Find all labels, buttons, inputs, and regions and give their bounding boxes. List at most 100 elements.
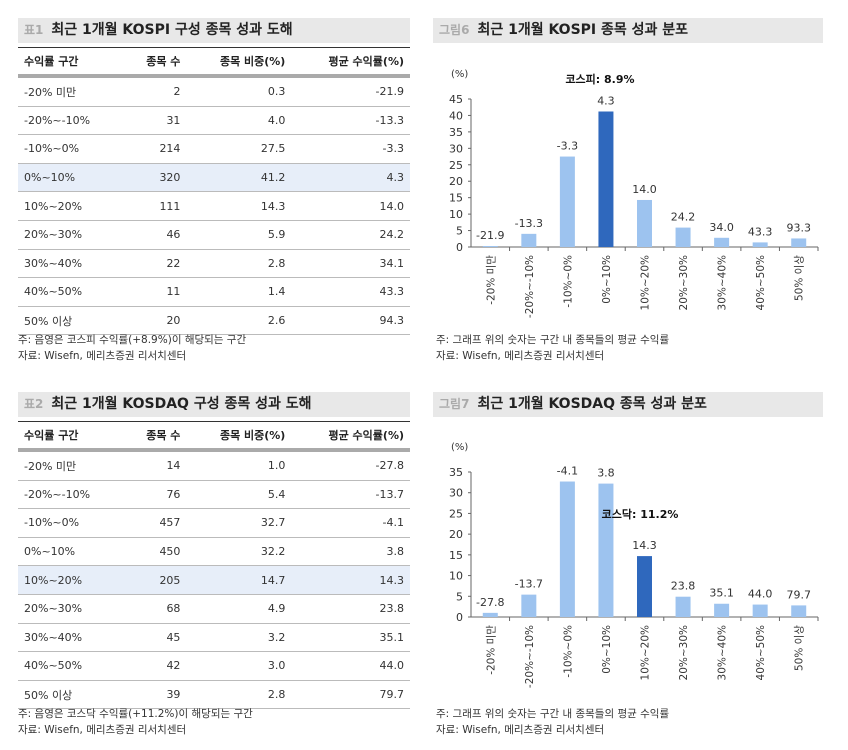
x-tick-label: -20% 미만	[485, 255, 497, 305]
table-cell: -20% 미만	[18, 76, 124, 107]
table-cell: -13.7	[291, 480, 410, 510]
table-cell: 2.8	[186, 249, 292, 279]
bar	[521, 594, 537, 617]
bar	[598, 483, 614, 617]
table-cell: 457	[123, 508, 187, 538]
x-tick-label: -10%~0%	[562, 255, 574, 308]
x-tick-label: 0%~10%	[601, 625, 613, 674]
table-row: 30%~40% 22 2.8 34.1	[18, 249, 410, 279]
chart-title-text: 최근 1개월 KOSDAQ 종목 성과 분포	[477, 396, 707, 412]
table-cell: 0.3	[186, 76, 292, 107]
chart-title-text: 최근 1개월 KOSPI 종목 성과 분포	[477, 22, 689, 38]
table-cell: -20%~-10%	[18, 480, 124, 510]
y-tick-label: 15	[449, 549, 463, 562]
table-cell: 4.3	[291, 163, 410, 193]
table-row: 0%~10% 320 41.2 4.3	[18, 163, 410, 193]
table-header-row: 수익률 구간 종목 수 종목 비중(%) 평균 수익률(%)	[18, 47, 410, 78]
data-label: 24.2	[671, 211, 696, 224]
table-row: 10%~20% 111 14.3 14.0	[18, 191, 410, 221]
table-cell: 0%~10%	[18, 163, 124, 193]
table-cell: 14.3	[186, 191, 292, 221]
table-cell: 5.4	[186, 480, 292, 510]
table-cell: 320	[123, 163, 187, 193]
table-cell: 45	[123, 623, 187, 653]
table-cell: 50% 이상	[18, 680, 124, 710]
column-header: 종목 수	[123, 421, 187, 452]
data-label: 14.0	[632, 183, 657, 196]
table-cell: 1.4	[186, 277, 292, 307]
table-cell: 214	[123, 134, 187, 164]
data-label: 4.3	[597, 94, 615, 107]
table-row: -10%~0% 214 27.5 -3.3	[18, 134, 410, 164]
table-cell: 14.7	[186, 565, 292, 595]
table1-title: 표1 최근 1개월 KOSPI 구성 종목 성과 도해	[18, 18, 410, 43]
table-cell: 2.8	[186, 680, 292, 710]
table-title-text: 최근 1개월 KOSDAQ 구성 종목 성과 도해	[51, 396, 312, 412]
table-cell: 10%~20%	[18, 565, 124, 595]
kospi-bar-chart: (%) 0 5 10 15 20 25 30 35 40 45 -21.9 -20% 미만 -13.3 -2…	[449, 69, 819, 318]
x-tick-label: 30%~40%	[717, 625, 729, 680]
x-tick-label: 20%~30%	[678, 625, 690, 680]
y-tick-label: 30	[449, 487, 463, 500]
table-row: 0%~10% 450 32.2 3.8	[18, 537, 410, 567]
bar	[482, 612, 498, 617]
table-cell: 50% 이상	[18, 306, 124, 336]
table-row: 30%~40% 45 3.2 35.1	[18, 623, 410, 653]
x-tick-label: 40%~50%	[755, 625, 767, 680]
table-cell: -20%~-10%	[18, 106, 124, 136]
chart2-source: 자료: Wisefn, 메리츠증권 리서치센터	[436, 724, 605, 736]
table-cell: 1.0	[186, 450, 292, 481]
table-row: -20%~-10% 31 4.0 -13.3	[18, 106, 410, 136]
bar	[791, 238, 807, 247]
table-cell: 46	[123, 220, 187, 250]
y-tick-label: 25	[449, 507, 463, 520]
data-label: 93.3	[786, 221, 811, 234]
table-cell: 32.2	[186, 537, 292, 567]
bar	[752, 242, 768, 247]
table-cell: 40%~50%	[18, 651, 124, 681]
table-row: 10%~20% 205 14.7 14.3	[18, 565, 410, 595]
table-tag: 표1	[24, 23, 44, 37]
data-label: 23.8	[671, 580, 696, 593]
table-tag: 표2	[24, 397, 44, 411]
table-cell: -3.3	[291, 134, 410, 164]
table-cell: 32.7	[186, 508, 292, 538]
table-cell: 39	[123, 680, 187, 710]
column-header: 종목 비중(%)	[186, 47, 292, 78]
data-label: 44.0	[748, 588, 773, 601]
table-cell: 23.8	[291, 594, 410, 624]
table-cell: 111	[123, 191, 187, 221]
y-tick-label: 35	[449, 126, 463, 139]
table-row: 20%~30% 68 4.9 23.8	[18, 594, 410, 624]
index-return-annotation: 코스닥: 11.2%	[602, 507, 679, 521]
table-cell: 14	[123, 450, 187, 481]
data-label: -21.9	[476, 229, 504, 242]
table-cell: 4.9	[186, 594, 292, 624]
data-label: 3.8	[597, 467, 615, 480]
table-cell: 31	[123, 106, 187, 136]
table-row: 50% 이상 39 2.8 79.7	[18, 680, 410, 710]
table-cell: 40%~50%	[18, 277, 124, 307]
bar	[675, 596, 691, 617]
table-cell: 42	[123, 651, 187, 681]
x-tick-label: 10%~20%	[640, 625, 652, 680]
x-tick-label: 10%~20%	[640, 255, 652, 310]
y-tick-label: 20	[449, 528, 463, 541]
table-row: -20%~-10% 76 5.4 -13.7	[18, 480, 410, 510]
y-tick-label: 5	[456, 225, 463, 238]
table-row: 40%~50% 11 1.4 43.3	[18, 277, 410, 307]
column-header: 평균 수익률(%)	[291, 421, 410, 452]
x-tick-label: 30%~40%	[717, 255, 729, 310]
table2-note: 주: 음영은 코스닥 수익률(+11.2%)이 해당되는 구간	[18, 708, 253, 720]
column-header: 수익률 구간	[18, 421, 124, 452]
data-label: 43.3	[748, 225, 773, 238]
table-cell: 22	[123, 249, 187, 279]
chart2-title: 그림7 최근 1개월 KOSDAQ 종목 성과 분포	[433, 392, 823, 417]
table-cell: 20%~30%	[18, 594, 124, 624]
table-cell: 450	[123, 537, 187, 567]
table-cell: 0%~10%	[18, 537, 124, 567]
bar	[482, 246, 498, 247]
bar	[791, 605, 807, 617]
bar	[559, 156, 575, 247]
table-row: -20% 미만 14 1.0 -27.8	[18, 450, 410, 481]
